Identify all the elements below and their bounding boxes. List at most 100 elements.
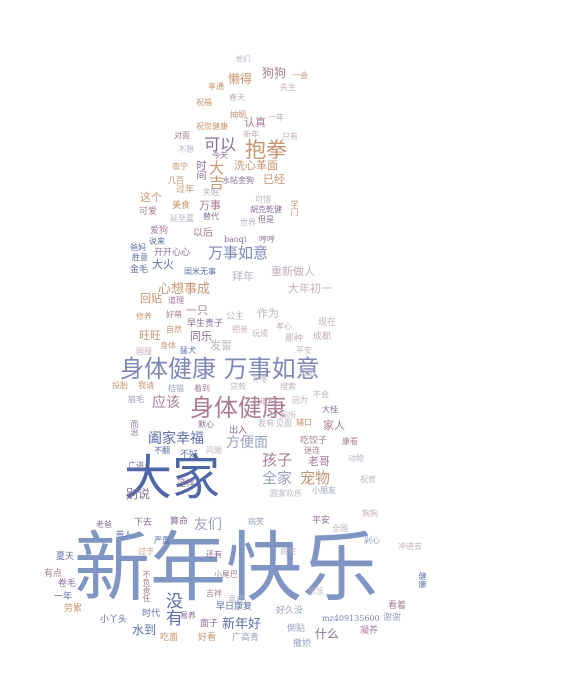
word: 可以 (204, 135, 237, 154)
word: 辅口 (296, 418, 312, 427)
word: 厕所 (280, 411, 296, 420)
word: 过年 (176, 185, 195, 195)
word: 世界 (240, 218, 256, 227)
word: 夏天 (56, 552, 75, 562)
word: 爱狗 (150, 226, 169, 236)
word: 延至嘉 (170, 214, 194, 223)
word: 劳累 (64, 604, 83, 614)
word: 广进 (128, 461, 144, 470)
word: 不负责任 (142, 570, 151, 602)
word: 补冬 (252, 375, 268, 384)
word: 几百 (168, 176, 184, 185)
word: 严重 (154, 536, 170, 545)
word: 修养 (136, 312, 152, 321)
word: 成都 (313, 332, 332, 342)
word: 小朋友 (312, 486, 336, 495)
word: 以后 (193, 228, 213, 239)
word: 新年好 (222, 617, 262, 632)
word: 春天 (229, 93, 245, 102)
word: 问题 (206, 446, 222, 455)
word: 应该 (152, 395, 180, 411)
word: 卷毛 (58, 579, 77, 589)
word: 迷连 (304, 446, 320, 455)
word: 病笑 (280, 547, 296, 556)
word: 健康 (418, 572, 427, 588)
word: 重新做人 (271, 265, 315, 278)
word: 回贴 (140, 292, 162, 305)
word: 祝贺 (360, 475, 376, 484)
word: 我请 (138, 381, 154, 390)
word: 见面 (276, 419, 292, 428)
word: 圆家欢乐 (270, 489, 302, 498)
word: 乐乐 (308, 587, 324, 596)
word: 谢谢 (383, 613, 402, 623)
word: 出入 (229, 426, 248, 436)
word: 学门 (290, 200, 299, 216)
word: 老哥 (308, 455, 330, 468)
word: 只有 (282, 132, 298, 141)
word: 一会 (292, 71, 308, 80)
word: 大家 (124, 450, 221, 506)
word: 好看 (198, 633, 217, 643)
word: 抱拳 (245, 138, 287, 162)
word: 剁心 (364, 536, 380, 545)
word: 享通 (208, 82, 224, 91)
word: 孩子 (262, 451, 293, 469)
word: 猛犬 (180, 346, 196, 355)
word: 狗狗 (362, 509, 378, 518)
word: 大桂 (322, 405, 338, 414)
word: 平安 (296, 346, 312, 355)
word: 动物 (348, 454, 364, 463)
word: 撒娇 (293, 639, 312, 649)
word: 好萌 (166, 310, 182, 319)
word: 新年 (243, 130, 259, 139)
word: 他们 (236, 55, 250, 63)
word: 一年 (268, 113, 284, 122)
word: 什么 (315, 627, 340, 641)
word: 祝福 (196, 98, 212, 107)
word: 贷款 (230, 382, 246, 391)
word: 全家 (262, 469, 293, 487)
word: mz409135600 (322, 614, 380, 623)
word: 爸妈 (130, 243, 146, 252)
word: 祝您健康 (196, 122, 228, 131)
word: 投胎 (112, 381, 128, 390)
word: 大吉 (207, 160, 225, 190)
word: 这样 (177, 479, 196, 489)
word: 已经 (263, 173, 285, 186)
word: 家人 (323, 419, 345, 432)
word: 一只 (186, 304, 208, 317)
word: 作为 (257, 307, 279, 320)
word: 没有 (162, 592, 182, 626)
word: 过于 (138, 547, 154, 556)
word: 我有 (258, 419, 274, 428)
word: 可爱 (139, 207, 158, 217)
word: 南宁 (172, 162, 188, 171)
word: 不好 (180, 450, 199, 460)
word: 闺米无事 (184, 267, 216, 276)
word: 老爸 (96, 520, 112, 529)
word: 狼毛 (128, 395, 144, 404)
word: 小丫头 (100, 615, 128, 625)
word: 旺旺 (139, 329, 161, 342)
word: 洗心革面 (234, 159, 278, 172)
word: 阖家幸福 (148, 431, 204, 447)
word: 现在 (318, 318, 337, 328)
word: 水帖金狗 (222, 176, 254, 185)
word: 失眠 (203, 188, 219, 197)
word: 水到 (132, 623, 157, 637)
word: 全国 (332, 524, 348, 533)
word: 大年初一 (288, 282, 332, 295)
word: 早日康复 (216, 602, 253, 612)
word: 好久没 (276, 606, 304, 616)
word: 道理 (168, 296, 184, 305)
word: 替代 (203, 212, 219, 221)
word: 但是 (258, 215, 274, 224)
word: 可惜 (255, 195, 271, 204)
word: 哼哼 (259, 235, 275, 244)
word: 小尾巴 (214, 570, 238, 579)
word: 时间 (194, 160, 205, 180)
word: 孝心 (276, 322, 292, 331)
word: baoqi (224, 235, 247, 244)
